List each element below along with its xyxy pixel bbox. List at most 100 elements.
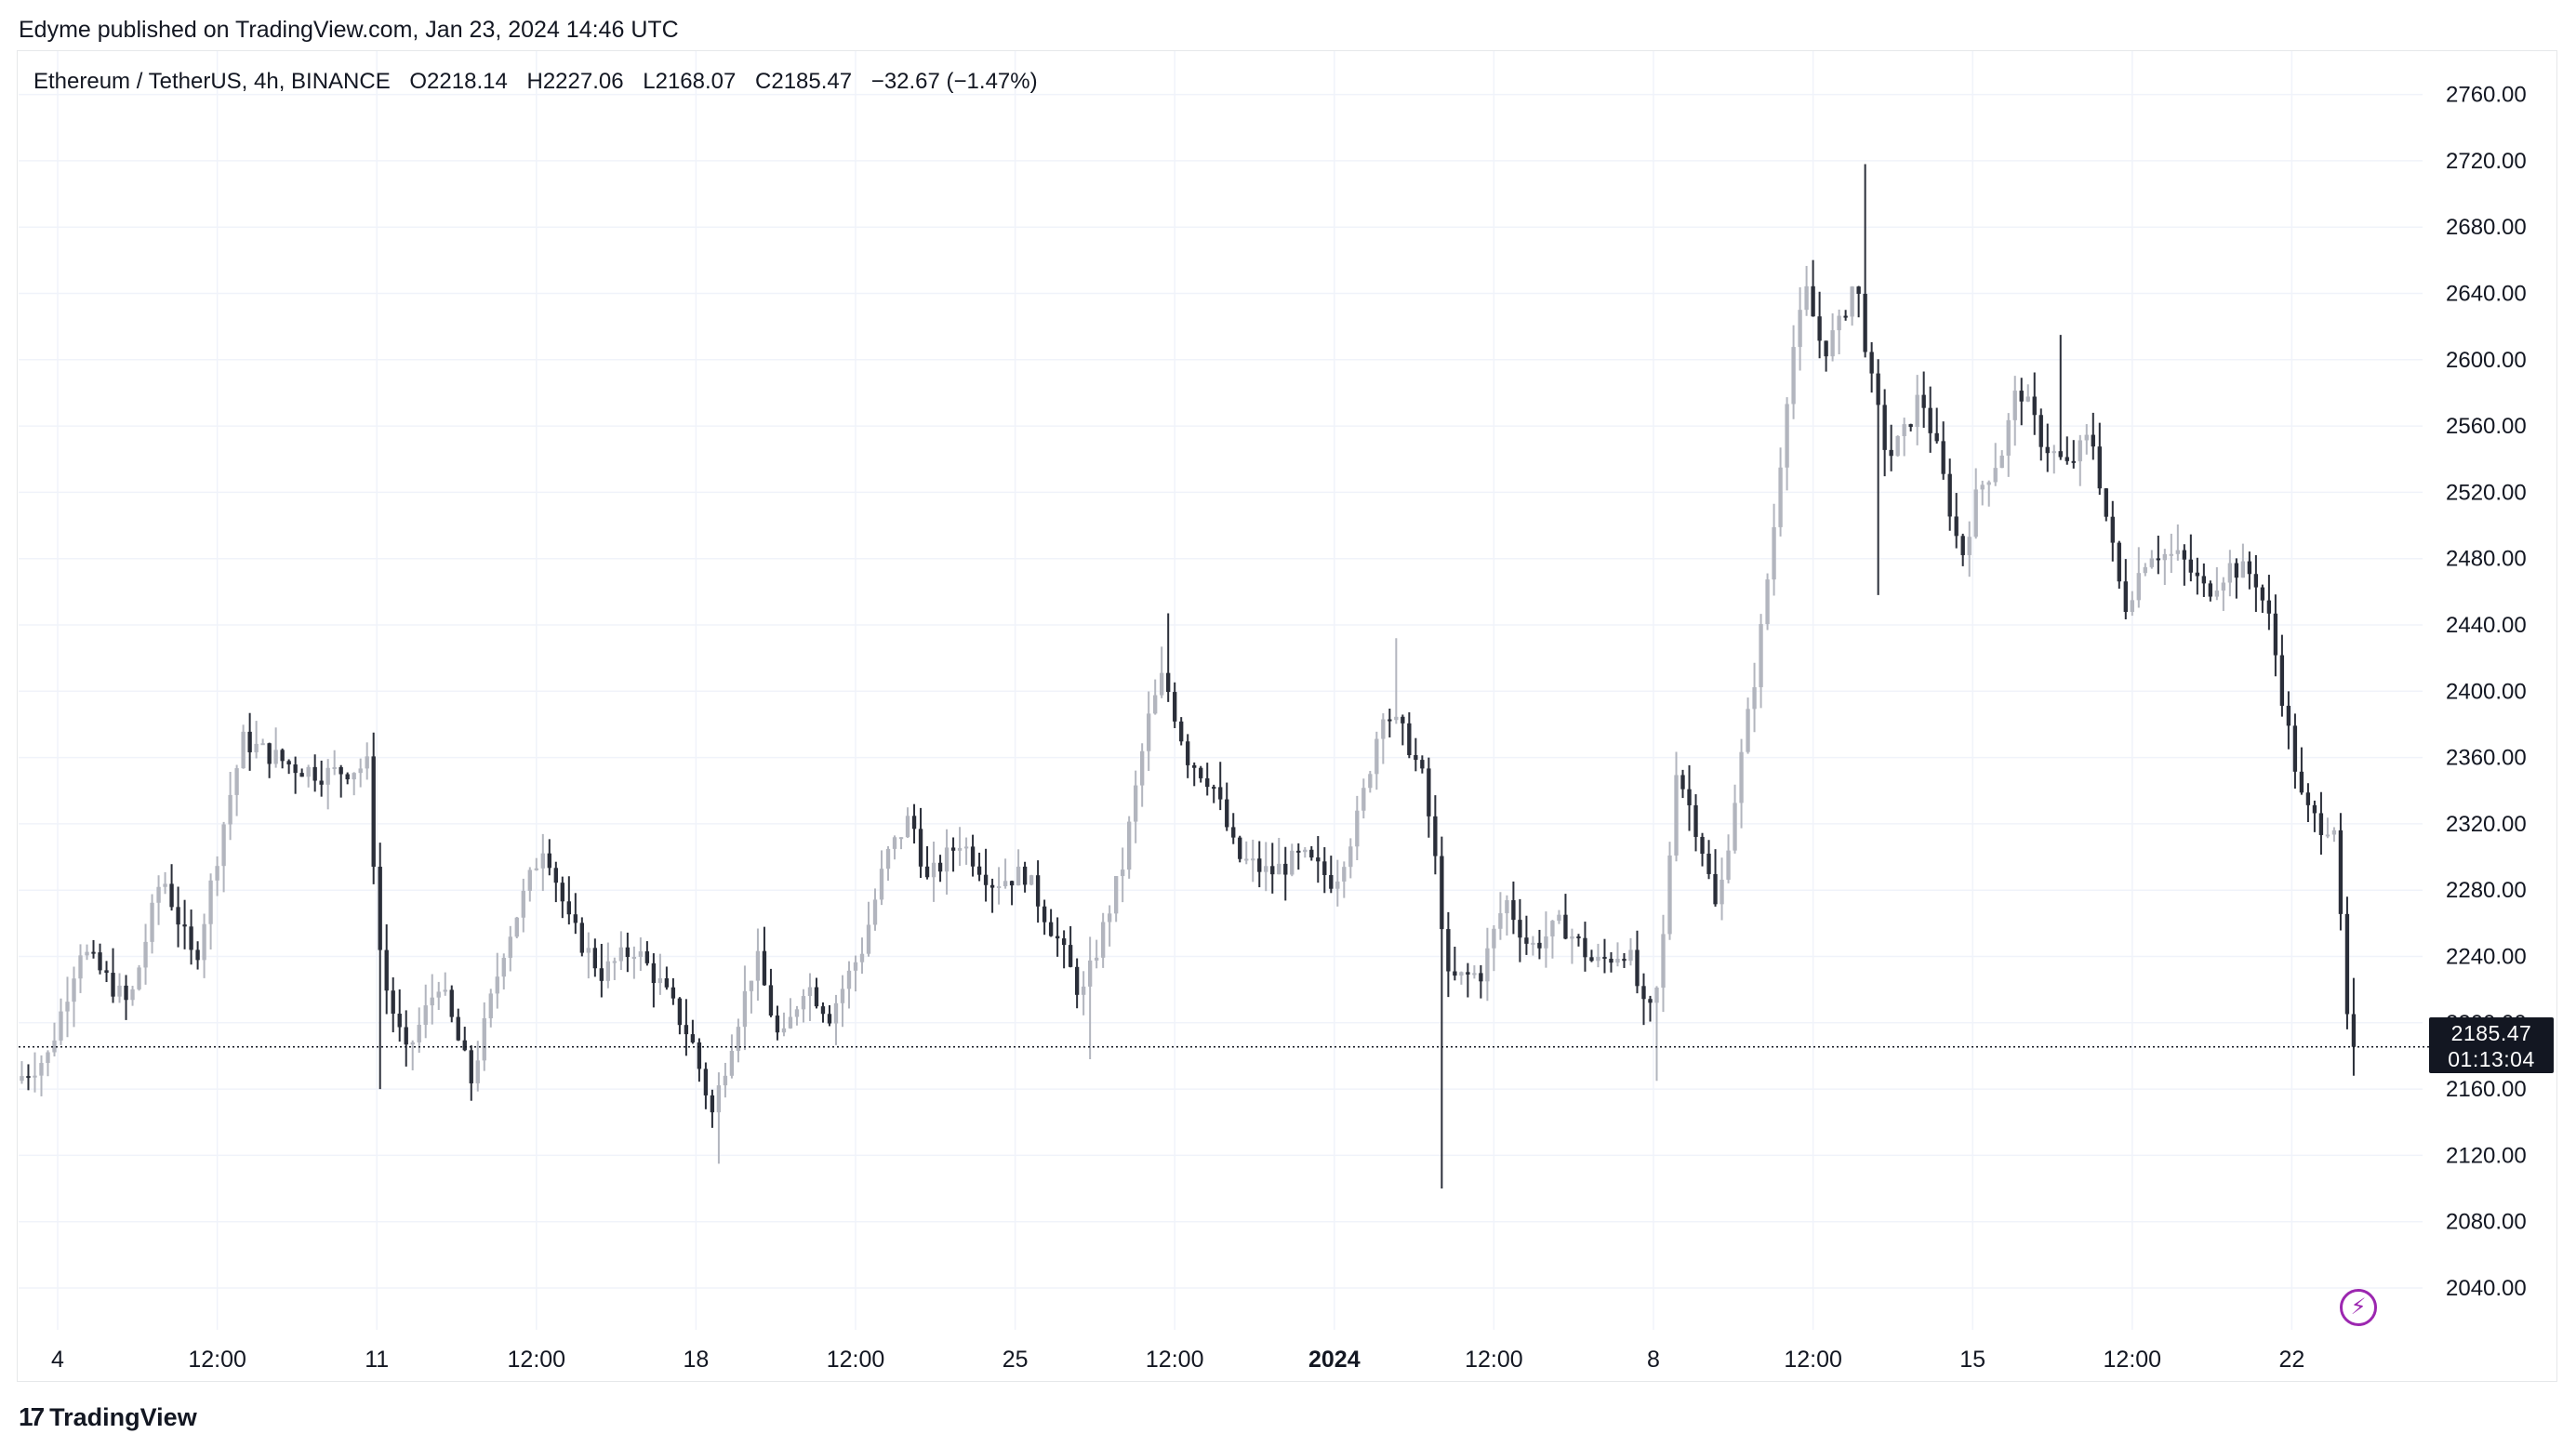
candle-body [2149, 558, 2154, 567]
candle-body [1238, 837, 1242, 859]
candle-body [339, 766, 343, 775]
candle-body [1596, 956, 1600, 962]
candle-body [273, 750, 278, 764]
candle-body [1537, 942, 1542, 949]
candle-body [1550, 921, 1555, 936]
candle-body [1022, 866, 1028, 885]
candle-body [1687, 789, 1692, 805]
candle-body [1244, 858, 1249, 861]
candle-body [456, 1016, 460, 1041]
candle-body [1993, 468, 1998, 483]
candle-body [52, 1040, 57, 1053]
y-tick-label: 2240.00 [2446, 945, 2527, 970]
candle-body [1824, 340, 1828, 357]
candle-body [814, 987, 819, 1007]
candle-body [2175, 550, 2180, 554]
candle-body [1427, 768, 1431, 816]
x-tick-label: 25 [1003, 1347, 1029, 1373]
candle-body [436, 991, 441, 998]
candle-body [1264, 866, 1268, 872]
candle-body [2312, 804, 2317, 814]
candle-body [1296, 850, 1301, 853]
candle-body [514, 917, 519, 937]
legend-change: −32.67 (−1.47%) [870, 69, 1038, 94]
candle-body [1303, 849, 1308, 853]
candle-body [2266, 600, 2272, 614]
tradingview-logo[interactable]: 17 TradingView [19, 1402, 197, 1432]
candle-body [1876, 373, 1880, 405]
candle-body [1283, 863, 1288, 875]
candle-body [553, 868, 558, 883]
x-tick-label: 12:00 [827, 1347, 885, 1373]
candle-body [2045, 446, 2050, 454]
candle-body [1074, 966, 1080, 995]
candle-body [488, 993, 493, 1018]
candle-body [443, 989, 447, 992]
candle-body [1407, 723, 1412, 755]
candle-body [1042, 906, 1047, 923]
candle-body [846, 970, 852, 989]
candle-body [885, 848, 891, 870]
candle-body [1479, 973, 1483, 982]
candle-body [794, 1009, 800, 1017]
y-tick-label: 2120.00 [2446, 1143, 2527, 1168]
candle-body [1081, 986, 1086, 995]
candle-body [2227, 563, 2233, 583]
candles [20, 164, 2357, 1189]
candle-body [586, 948, 591, 953]
candle-body [807, 987, 813, 997]
brand-name: TradingView [49, 1402, 197, 1431]
candle-body [352, 773, 356, 780]
candle-body [605, 961, 611, 981]
chart-frame[interactable] [17, 50, 2557, 1382]
candle-body [469, 1050, 473, 1083]
candle-body [2078, 440, 2082, 462]
candle-body [2188, 559, 2194, 573]
candle-body [1518, 920, 1522, 938]
candle-body [189, 926, 193, 950]
lightning-icon[interactable]: ⚡︎ [2340, 1289, 2377, 1326]
candle-body [2038, 415, 2043, 447]
candle-body [1863, 293, 1867, 352]
candle-body [788, 1016, 793, 1029]
candle-body [1440, 856, 1444, 930]
x-tick-label: 12:00 [1465, 1347, 1523, 1373]
candle-body [130, 989, 135, 1001]
candle-body [521, 890, 525, 918]
candle-body [1505, 900, 1509, 914]
candle-body [2123, 581, 2128, 612]
candle-body [1531, 942, 1535, 945]
candle-body [1061, 938, 1067, 946]
candle-body [2071, 460, 2076, 463]
candle-body [1837, 315, 1841, 331]
candle-body [2104, 488, 2108, 517]
candle-body [2273, 613, 2278, 656]
candle-body [1511, 900, 1516, 921]
candle-body [2240, 561, 2246, 578]
candle-body [449, 989, 454, 1017]
candle-body [1654, 988, 1659, 1003]
candle-body [1466, 972, 1470, 975]
candle-body [495, 976, 499, 994]
x-tick-label: 12:00 [508, 1347, 566, 1373]
legend-close: C2185.47 [755, 69, 853, 94]
candle-body [2221, 582, 2226, 591]
candle-body [1772, 526, 1776, 580]
candle-body [98, 952, 102, 971]
candle-body [371, 756, 376, 868]
candle-body [2247, 561, 2252, 575]
x-tick-label: 4 [51, 1347, 64, 1373]
candle-body [879, 869, 884, 900]
symbol-legend[interactable]: Ethereum / TetherUS, 4h, BINANCE O2218.1… [33, 69, 1051, 95]
candle-body [1342, 867, 1347, 882]
candle-body [1433, 816, 1438, 856]
candle-body [2025, 396, 2030, 402]
candle-body [254, 743, 259, 752]
grid-lines [19, 51, 2423, 1330]
candle-body [833, 1002, 839, 1024]
candle-body [729, 1051, 735, 1076]
candle-body [989, 884, 995, 888]
candle-body [1674, 775, 1679, 856]
candle-body [163, 883, 167, 887]
